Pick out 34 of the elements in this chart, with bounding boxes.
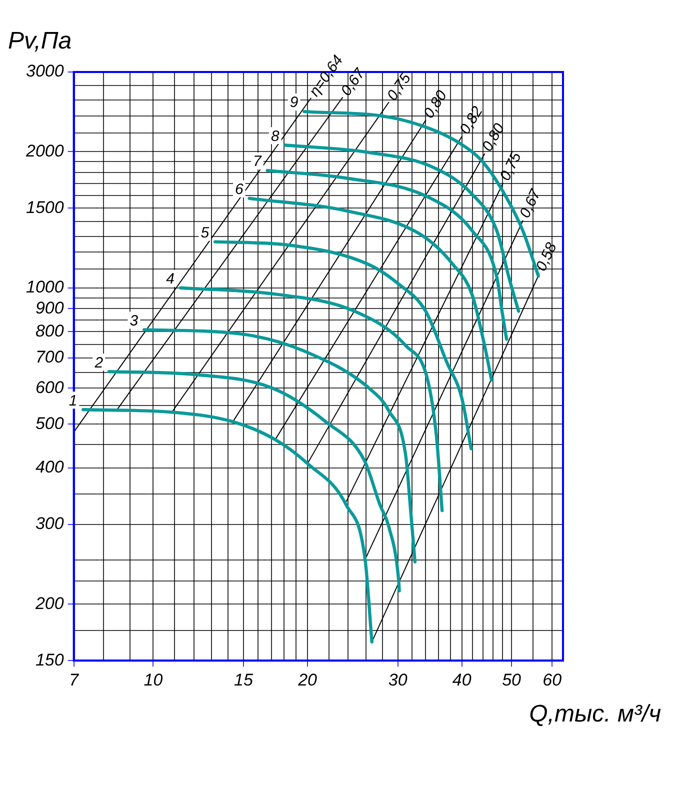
text: 0,58	[532, 240, 561, 274]
series-label: 3	[130, 312, 139, 330]
x-tick-label: 15	[234, 670, 254, 690]
x-axis-title: Q,тыс. м³/ч	[529, 700, 661, 728]
series-label: 2	[94, 354, 104, 372]
y-tick-label: 700	[35, 348, 64, 367]
y-tick-label: 800	[35, 321, 64, 340]
x-tick-label: 10	[144, 670, 164, 690]
y-tick-label: 150	[35, 650, 64, 670]
series-label: 4	[166, 270, 174, 288]
y-tick-label: 300	[35, 514, 64, 534]
series-label: 1	[68, 392, 78, 410]
series-label: 6	[235, 181, 244, 198]
x-tick-label: 30	[388, 670, 408, 690]
y-tick-label: 3000	[26, 62, 64, 81]
x-tick-label: 20	[297, 670, 318, 690]
y-tick-label: 600	[35, 378, 64, 397]
x-tick-label: 60	[542, 670, 562, 690]
x-tick-label: 7	[69, 670, 80, 690]
series-label: 5	[200, 224, 210, 242]
x-tick-label: 40	[452, 670, 472, 690]
x-tick-label: 50	[502, 670, 522, 690]
y-tick-label: 1500	[26, 198, 64, 217]
y-tick-label: 200	[34, 594, 64, 613]
series-label: 7	[253, 153, 262, 170]
y-tick-label: 500	[35, 414, 64, 433]
series-label: 9	[290, 94, 299, 112]
y-tick-label: 400	[35, 458, 64, 477]
y-tick-label: 1000	[26, 278, 64, 297]
series-label: 8	[270, 128, 280, 145]
y-tick-label: 2000	[24, 141, 64, 160]
text: 0,67	[516, 186, 545, 221]
y-tick-label: 900	[35, 298, 64, 318]
y-axis-title: Pv,Па	[8, 28, 72, 55]
